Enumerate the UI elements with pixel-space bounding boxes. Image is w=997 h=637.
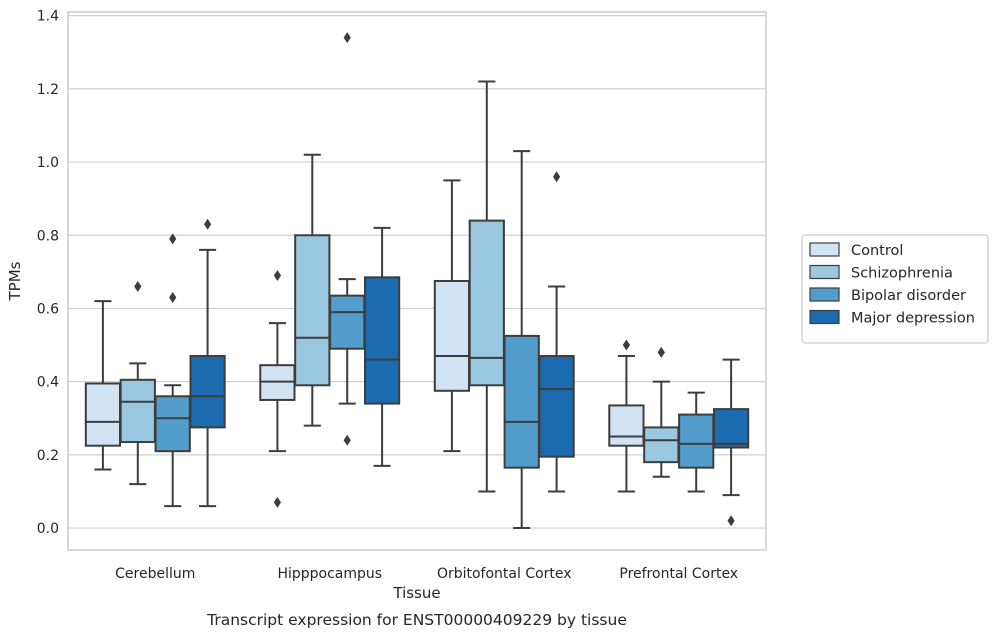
legend-label: Control: [851, 243, 903, 259]
series-group: [84, 179, 645, 508]
box: [608, 339, 645, 493]
series-group: [154, 32, 715, 530]
y-tick-label: 1.0: [37, 155, 59, 171]
box: [678, 391, 715, 493]
outlier-point: [343, 434, 351, 446]
box: [468, 80, 505, 493]
box: [712, 358, 750, 527]
box: [538, 171, 575, 493]
legend-swatch: [809, 287, 840, 302]
box-iqr: [329, 294, 366, 350]
outlier-point: [273, 270, 281, 282]
box: [119, 280, 156, 486]
x-tick-labels: Cerebellum Hipppocampus Orbitofontal Corte…: [115, 566, 738, 582]
x-tick-label: Cerebellum: [115, 566, 195, 582]
x-tick-label: Hipppocampus: [277, 566, 382, 582]
y-tick-label: 1.2: [37, 82, 59, 98]
box-iqr: [84, 382, 122, 447]
box: [84, 300, 122, 471]
box-iqr: [189, 355, 226, 429]
box-iqr: [608, 404, 645, 447]
legend-swatch: [809, 309, 840, 325]
legend-swatch: [809, 264, 840, 280]
box: [189, 218, 226, 508]
box-iqr: [538, 355, 575, 458]
y-axis-title: TPMs: [6, 261, 24, 301]
x-axis-title: Tissue: [392, 584, 440, 602]
box: [329, 32, 366, 446]
x-tick-label: Orbitofontal Cortex: [437, 566, 572, 582]
chart-caption: Transcript expression for ENST0000040922…: [206, 611, 627, 629]
box: [643, 346, 680, 478]
box-iqr: [433, 280, 471, 392]
legend-label: Schizophrenia: [851, 266, 953, 282]
outlier-point: [169, 291, 177, 303]
box-iqr: [712, 408, 750, 449]
box: [154, 233, 191, 508]
box: [294, 153, 331, 427]
series-group: [189, 171, 750, 527]
series-group: [119, 80, 680, 493]
legend-frame: [801, 234, 989, 344]
y-tick-label: 1.4: [37, 9, 59, 25]
outlier-point: [273, 496, 281, 508]
box: [363, 226, 401, 467]
box-iqr: [503, 334, 540, 469]
legend: Control Schizophrenia Bipolar disorder Majo…: [801, 234, 989, 344]
outlier-point: [657, 346, 665, 358]
legend-label: Bipolar disorder: [851, 288, 966, 304]
grid-lines: [68, 15, 766, 529]
y-tick-label: 0.4: [37, 375, 59, 391]
x-tick-label: Prefrontal Cortex: [619, 566, 738, 582]
outlier-point: [727, 515, 735, 527]
plot-frame: [67, 11, 767, 551]
outlier-point: [622, 339, 630, 351]
y-tick-label: 0.8: [37, 228, 59, 244]
box: [503, 150, 540, 530]
box: [259, 270, 296, 508]
outlier-point: [204, 218, 212, 230]
outlier-point: [134, 280, 142, 292]
box-iqr: [119, 378, 156, 444]
legend-label: Major depression: [851, 311, 975, 327]
outlier-point: [553, 171, 561, 183]
outlier-point: [343, 32, 351, 44]
y-tick-labels: 0.0 0.2 0.4 0.6 0.8 1.0 1.2 1.4: [37, 9, 59, 537]
legend-swatch: [809, 242, 840, 257]
outlier-point: [169, 233, 177, 245]
box-iqr: [643, 426, 680, 464]
box-iqr: [363, 276, 401, 405]
box-iqr: [678, 413, 715, 469]
box: [433, 179, 471, 453]
box-iqr: [294, 234, 331, 387]
box-iqr: [154, 395, 191, 453]
y-tick-label: 0.6: [37, 301, 59, 317]
y-tick-label: 0.2: [37, 448, 59, 464]
y-tick-label: 0.0: [37, 521, 59, 537]
box-iqr: [468, 219, 505, 387]
box-series: [84, 32, 750, 530]
